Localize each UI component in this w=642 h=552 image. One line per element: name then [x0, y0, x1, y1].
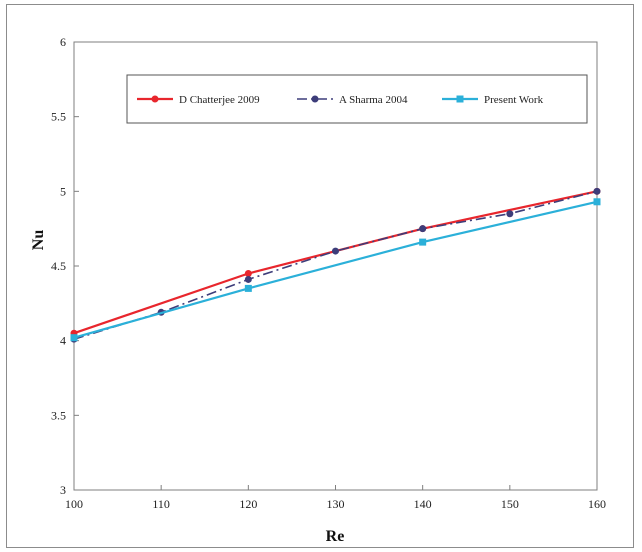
- y-tick-label: 5.5: [51, 110, 66, 124]
- y-tick-label: 5: [60, 184, 66, 198]
- data-point: [419, 225, 427, 233]
- line-chart: 3 3.5 4 4.5 5 5.5 6 100 110 120 130 140 150 160 Re N…: [30, 35, 606, 545]
- x-tick-label: 150: [501, 497, 519, 511]
- y-tick-label: 3: [60, 483, 66, 497]
- chart-frame: 3 3.5 4 4.5 5 5.5 6 100 110 120 130 140 150 160 Re N…: [6, 4, 634, 548]
- y-axis-ticks: 3 3.5 4 4.5 5 5.5 6: [51, 35, 79, 497]
- legend-box: [126, 74, 588, 124]
- legend-label: A Sharma 2004: [339, 94, 408, 106]
- data-point: [332, 247, 339, 255]
- legend-entry: Present Work: [442, 94, 544, 106]
- series-layer: [70, 187, 601, 343]
- data-point: [70, 334, 78, 342]
- x-tick-label: 140: [414, 497, 432, 511]
- x-tick-label: 160: [588, 497, 606, 511]
- series-2: [70, 198, 601, 342]
- data-point: [244, 275, 252, 283]
- legend-entry: A Sharma 2004: [297, 94, 408, 106]
- y-axis-title: Nu: [30, 230, 47, 251]
- data-point: [419, 238, 427, 246]
- legend-label: D Chatterjee 2009: [179, 94, 260, 106]
- x-tick-label: 130: [327, 497, 345, 511]
- x-tick-label: 100: [65, 497, 83, 511]
- legend: D Chatterjee 2009 A Sharma 2004 Present Wo…: [126, 74, 588, 124]
- data-point: [244, 269, 252, 277]
- y-tick-label: 4.5: [51, 259, 66, 273]
- y-tick-label: 6: [60, 35, 66, 49]
- legend-swatch-marker: [311, 95, 319, 103]
- data-point: [593, 187, 601, 195]
- legend-swatch-marker: [151, 95, 159, 103]
- data-point: [506, 210, 514, 218]
- data-point: [244, 284, 252, 292]
- legend-label: Present Work: [484, 94, 544, 106]
- data-point: [593, 198, 601, 206]
- legend-entry: D Chatterjee 2009: [137, 94, 260, 106]
- x-tick-label: 120: [239, 497, 257, 511]
- y-tick-label: 4: [60, 334, 66, 348]
- legend-swatch-marker: [456, 95, 464, 103]
- x-axis-ticks: 100 110 120 130 140 150 160: [65, 485, 606, 511]
- series-line: [73, 200, 598, 339]
- x-axis-title: Re: [326, 528, 345, 545]
- x-tick-label: 110: [152, 497, 170, 511]
- y-tick-label: 3.5: [51, 408, 66, 422]
